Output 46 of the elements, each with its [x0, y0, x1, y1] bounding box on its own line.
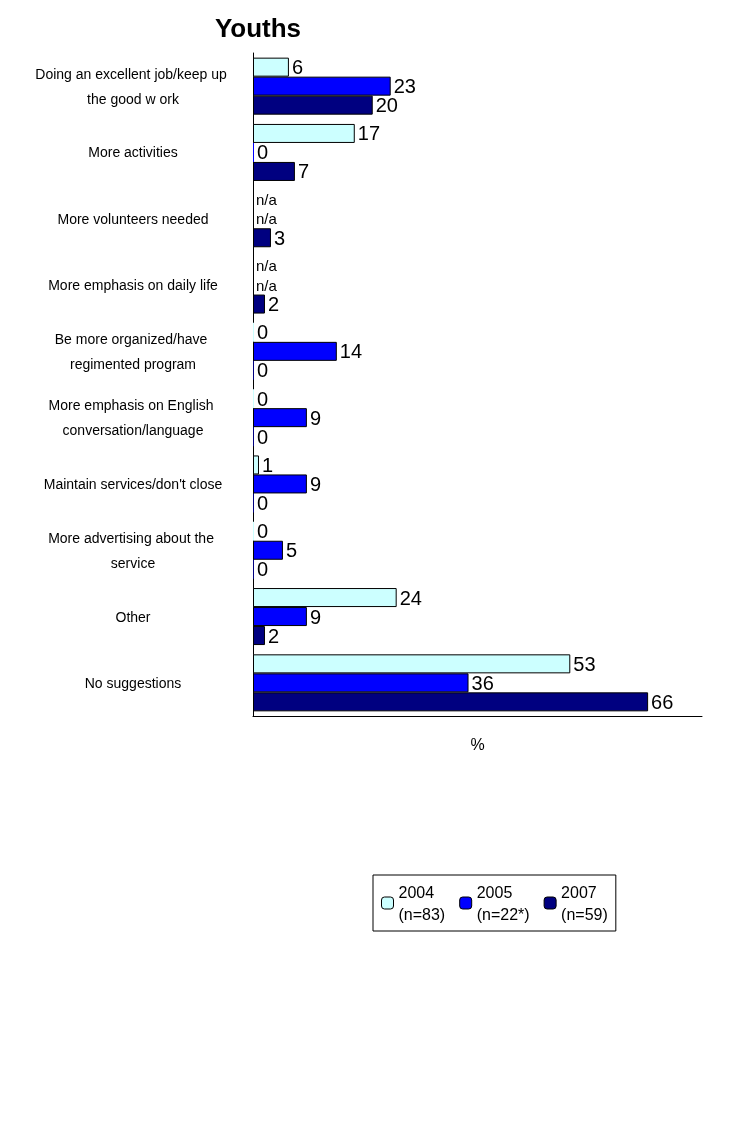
- data-label: 53: [573, 652, 596, 675]
- y-tick-label: More advertising about the service: [48, 529, 218, 571]
- text: n/a: [256, 276, 277, 294]
- bar: [253, 540, 283, 560]
- y-tick-label: Be more organized/have regimented program: [54, 330, 212, 372]
- data-label: 0: [257, 520, 269, 543]
- data-label: 0: [257, 425, 269, 448]
- data-label: 14: [339, 340, 363, 363]
- y-tick-label: Other: [115, 608, 151, 625]
- chart-title: Youths: [214, 13, 302, 43]
- data-label: 2: [267, 624, 280, 647]
- data-label: 66: [651, 690, 674, 713]
- bar: [253, 408, 307, 428]
- data-label: 9: [309, 472, 322, 495]
- data-label: 1: [261, 453, 274, 476]
- data-label: 36: [471, 671, 494, 694]
- data-label: 17: [357, 122, 381, 145]
- y-tick-label: Doing an excellent job/keep up the good w ork: [35, 65, 231, 107]
- y-tick-label: Maintain services/don't close: [43, 475, 223, 492]
- y-tick-label: More activities: [88, 144, 178, 161]
- data-label: 9: [309, 605, 322, 628]
- data-label: 3: [273, 226, 286, 249]
- legend-label: 2004 (n=83): [398, 883, 446, 923]
- data-label: 0: [257, 141, 269, 164]
- data-label: 6: [291, 56, 304, 79]
- y-tick-label: No suggestions: [84, 674, 182, 691]
- text: n/a: [256, 210, 277, 228]
- data-label: 9: [309, 406, 322, 429]
- y-tick-label: More emphasis on English conversation/language: [48, 397, 218, 439]
- legend-label: 2005 (n=22*): [476, 883, 530, 923]
- y-tick-label: More volunteers needed: [57, 210, 209, 227]
- data-label: 0: [257, 321, 269, 344]
- x-axis-title: %: [470, 735, 485, 753]
- data-label: 0: [257, 387, 269, 410]
- data-label: 24: [399, 586, 422, 609]
- bar: [253, 341, 337, 361]
- legend-label: 2007 (n=59): [561, 883, 608, 923]
- data-label: 7: [297, 160, 310, 183]
- data-label: 0: [257, 359, 269, 382]
- data-label: 0: [257, 558, 269, 581]
- data-label: 5: [285, 539, 298, 562]
- text: n/a: [256, 190, 277, 208]
- y-tick-label: More emphasis on daily life: [48, 277, 219, 294]
- data-label: 0: [257, 491, 269, 514]
- text: n/a: [256, 257, 277, 275]
- data-label: 2: [267, 293, 280, 316]
